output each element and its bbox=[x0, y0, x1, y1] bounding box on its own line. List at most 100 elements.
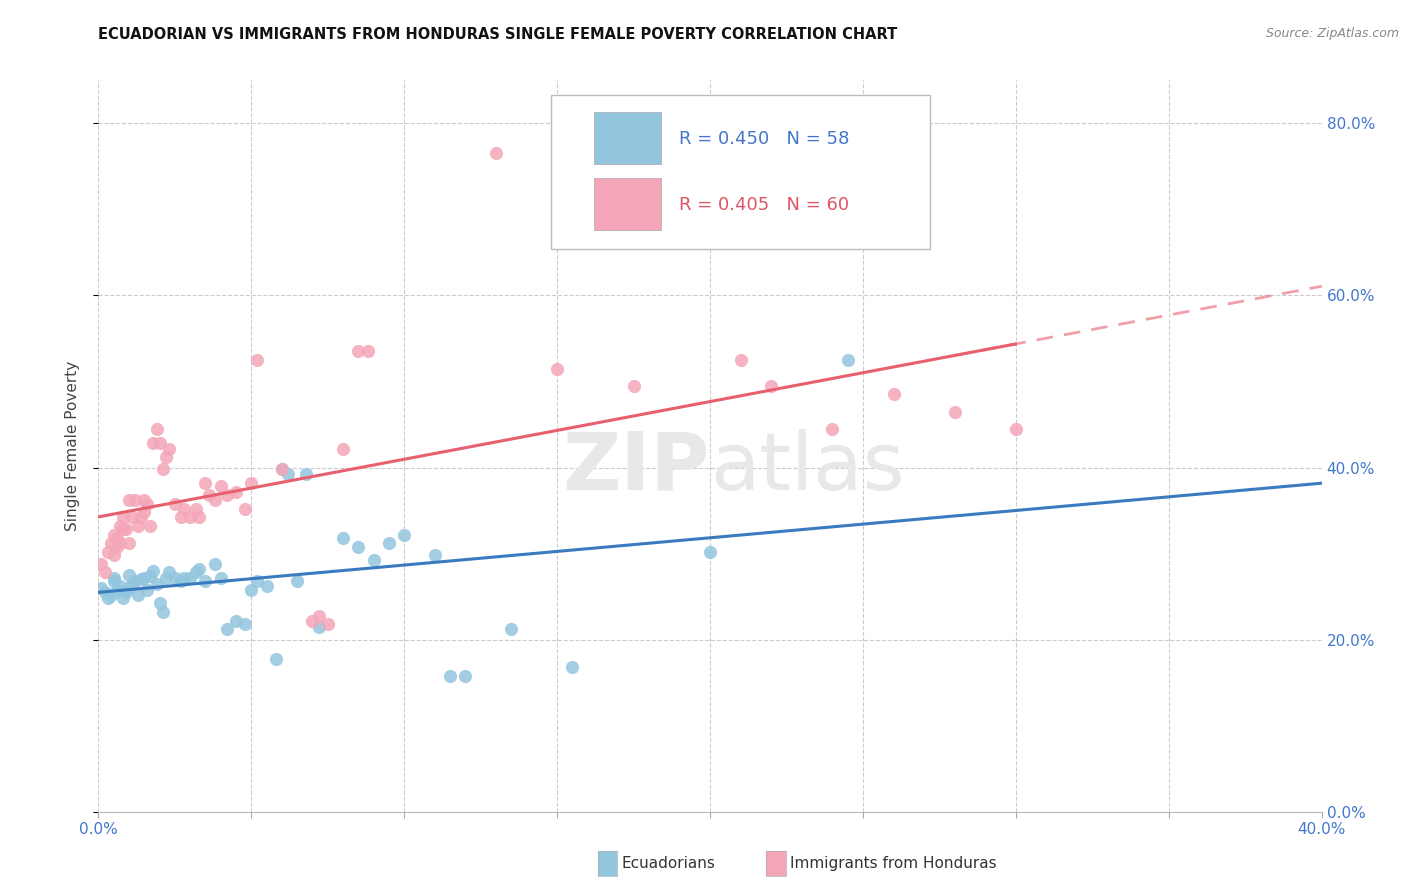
Point bbox=[392, 527, 416, 541]
Point bbox=[285, 574, 308, 588]
Point bbox=[157, 442, 180, 456]
Point bbox=[188, 510, 211, 524]
Point bbox=[308, 620, 330, 634]
Point bbox=[233, 501, 256, 516]
FancyBboxPatch shape bbox=[593, 178, 661, 230]
Point bbox=[97, 545, 120, 559]
Point bbox=[118, 493, 141, 508]
Point bbox=[115, 585, 138, 599]
Point bbox=[139, 569, 162, 583]
Point bbox=[105, 582, 128, 597]
Point bbox=[256, 579, 278, 593]
Point bbox=[134, 571, 156, 585]
Point bbox=[139, 519, 162, 533]
Point bbox=[186, 501, 208, 516]
Point bbox=[308, 608, 330, 623]
Point bbox=[90, 581, 112, 595]
Point bbox=[145, 422, 167, 436]
Point bbox=[163, 497, 186, 511]
Point bbox=[142, 436, 165, 450]
Point bbox=[316, 617, 339, 632]
Point bbox=[821, 422, 844, 436]
Point bbox=[759, 378, 782, 392]
Point bbox=[118, 568, 141, 582]
Point bbox=[136, 582, 159, 597]
Point bbox=[105, 540, 128, 554]
Text: Ecuadorians: Ecuadorians bbox=[621, 856, 716, 871]
Text: R = 0.405   N = 60: R = 0.405 N = 60 bbox=[679, 195, 849, 213]
Point bbox=[155, 571, 177, 585]
FancyBboxPatch shape bbox=[551, 95, 931, 249]
Point bbox=[105, 531, 128, 545]
Point bbox=[730, 353, 752, 368]
Point bbox=[93, 585, 115, 599]
Point bbox=[197, 488, 219, 502]
Point bbox=[209, 479, 232, 493]
Point bbox=[501, 622, 523, 636]
Text: ZIP: ZIP bbox=[562, 429, 710, 507]
Point bbox=[295, 467, 318, 482]
Point bbox=[179, 571, 201, 585]
Point bbox=[225, 614, 247, 628]
Point bbox=[127, 519, 149, 533]
Point bbox=[129, 510, 152, 524]
Point bbox=[277, 467, 299, 482]
Point bbox=[347, 344, 370, 359]
Point bbox=[142, 564, 165, 578]
Point bbox=[134, 493, 156, 508]
Point bbox=[173, 501, 195, 516]
Point bbox=[152, 605, 174, 619]
Point bbox=[204, 557, 226, 571]
Point bbox=[215, 622, 238, 636]
Point bbox=[378, 536, 401, 550]
Point bbox=[561, 660, 583, 674]
Point bbox=[149, 597, 172, 611]
Point bbox=[270, 462, 292, 476]
Point bbox=[179, 510, 201, 524]
Point bbox=[103, 571, 125, 585]
Point bbox=[546, 361, 568, 376]
Point bbox=[93, 566, 115, 580]
Y-axis label: Single Female Poverty: Single Female Poverty bbox=[65, 361, 80, 531]
Point bbox=[118, 581, 141, 595]
Point bbox=[90, 557, 112, 571]
Point bbox=[270, 462, 292, 476]
Point bbox=[204, 493, 226, 508]
Point bbox=[943, 404, 966, 418]
Point bbox=[152, 462, 174, 476]
Point bbox=[121, 576, 143, 591]
Point bbox=[173, 571, 195, 585]
Point bbox=[240, 582, 263, 597]
Point bbox=[155, 450, 177, 465]
Text: R = 0.450   N = 58: R = 0.450 N = 58 bbox=[679, 130, 849, 148]
Point bbox=[1004, 422, 1026, 436]
Point bbox=[103, 549, 125, 563]
Point bbox=[246, 353, 269, 368]
Point bbox=[97, 591, 120, 606]
Point bbox=[423, 549, 446, 563]
Point bbox=[127, 588, 149, 602]
Point bbox=[623, 378, 645, 392]
Point bbox=[301, 614, 323, 628]
Text: atlas: atlas bbox=[710, 429, 904, 507]
Point bbox=[118, 536, 141, 550]
Point bbox=[111, 591, 134, 606]
Point bbox=[439, 669, 461, 683]
Point bbox=[100, 588, 122, 602]
Point bbox=[111, 523, 134, 537]
Point bbox=[837, 353, 859, 368]
Point bbox=[108, 536, 131, 550]
Point bbox=[163, 571, 186, 585]
Point bbox=[103, 574, 125, 588]
Point bbox=[454, 669, 477, 683]
Point bbox=[111, 510, 134, 524]
Text: Immigrants from Honduras: Immigrants from Honduras bbox=[790, 856, 997, 871]
Point bbox=[485, 146, 508, 161]
Point bbox=[115, 523, 138, 537]
Point bbox=[129, 573, 152, 587]
Point bbox=[883, 387, 905, 401]
Point bbox=[108, 519, 131, 533]
Point bbox=[121, 510, 143, 524]
Point bbox=[246, 574, 269, 588]
Point bbox=[157, 566, 180, 580]
